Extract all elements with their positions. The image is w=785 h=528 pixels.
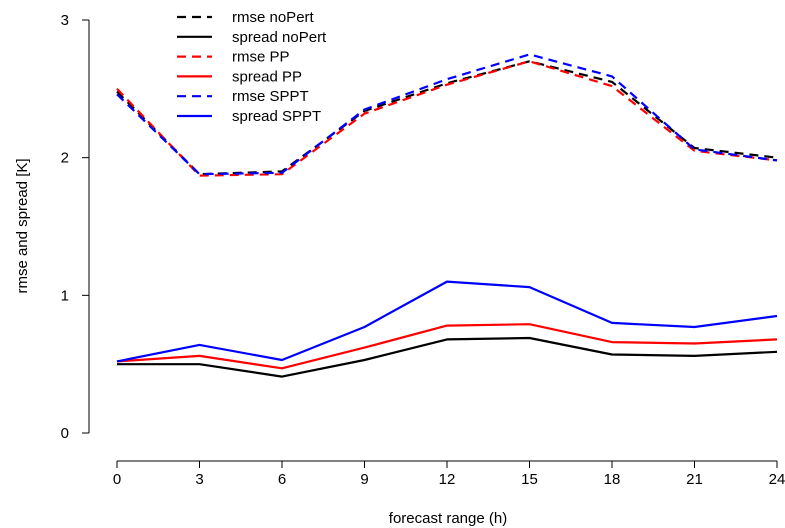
y-tick-label: 0 (61, 425, 69, 442)
legend-label: spread SPPT (232, 108, 321, 125)
x-tick-label: 24 (769, 471, 785, 488)
y-tick-label: 2 (61, 150, 69, 167)
series-line-spread-sppt (116, 280, 778, 363)
series-line-spread-pp (116, 323, 778, 370)
y-tick-label: 3 (61, 12, 69, 29)
series-layer (116, 53, 778, 378)
x-tick-label: 21 (686, 471, 703, 488)
x-axis: 0 3 6 9 12 15 18 21 24 (113, 460, 785, 488)
y-tick-label: 1 (61, 287, 69, 304)
legend-label: spread noPert (232, 29, 327, 46)
series-line-rmse-nopert (116, 60, 778, 176)
legend-label: rmse SPPT (232, 88, 309, 105)
x-tick-label: 18 (604, 471, 621, 488)
x-tick-label: 6 (278, 471, 286, 488)
legend: rmse noPert spread noPert rmse PP spread PP… (177, 9, 327, 125)
x-tick-label: 9 (360, 471, 368, 488)
series-line-rmse-pp (116, 60, 778, 177)
x-tick-label: 3 (195, 471, 203, 488)
series-line-spread-nopert (117, 336, 778, 378)
x-tick-label: 12 (439, 471, 456, 488)
legend-label: spread PP (232, 68, 302, 85)
legend-label: rmse noPert (232, 9, 315, 26)
legend-label: rmse PP (232, 49, 290, 66)
x-axis-title: forecast range (h) (389, 510, 507, 527)
y-axis: 0 1 2 3 (61, 12, 90, 442)
series-line-rmse-sppt (116, 53, 778, 176)
y-axis-title: rmse and spread [K] (14, 158, 31, 293)
x-tick-label: 0 (113, 471, 121, 488)
x-tick-label: 15 (521, 471, 538, 488)
